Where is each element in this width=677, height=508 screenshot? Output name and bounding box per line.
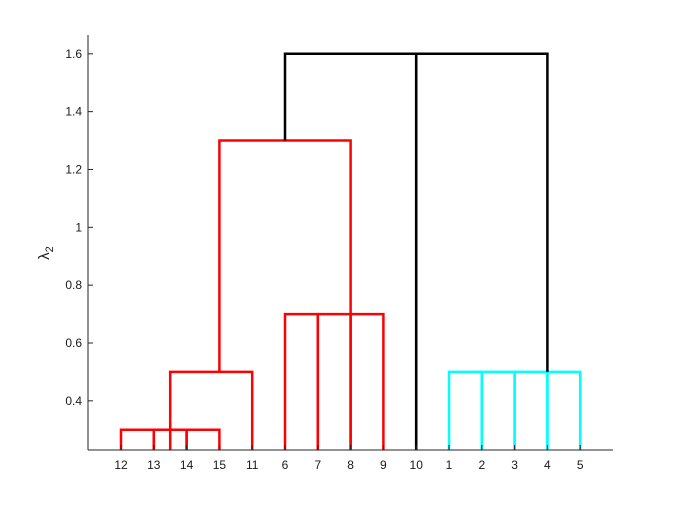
leaf-label: 14 [180, 458, 194, 472]
leaf-label: 13 [147, 458, 161, 472]
leaf-label: 2 [478, 458, 485, 472]
y-axis-label: λ2 [36, 246, 56, 260]
leaf-label: 4 [544, 458, 551, 472]
y-tick-label: 0.6 [65, 336, 82, 350]
leaf-label: 5 [577, 458, 584, 472]
leaf-label: 3 [511, 458, 518, 472]
dendrogram-link [546, 370, 582, 450]
dendrogram-link [480, 370, 516, 450]
y-tick-label: 0.4 [65, 394, 82, 408]
dendrogram-link [414, 52, 549, 450]
leaf-label: 15 [213, 458, 227, 472]
y-axis-label-symbol: λ [36, 252, 53, 260]
dendrogram-links [119, 52, 582, 450]
leaf-label: 10 [410, 458, 424, 472]
dendrogram-link [513, 370, 549, 450]
y-tick-label: 1 [75, 220, 82, 234]
y-tick-label: 1.6 [65, 47, 82, 61]
leaf-label: 9 [380, 458, 387, 472]
leaf-label: 6 [282, 458, 289, 472]
leaf-label: 8 [347, 458, 354, 472]
dendrogram-link [168, 370, 254, 450]
y-axis-label-subscript: 2 [44, 246, 56, 252]
dendrogram-link [349, 312, 385, 450]
dendrogram-link [283, 312, 320, 450]
dendrogram-link [447, 370, 484, 450]
leaf-label: 11 [246, 458, 259, 472]
leaf-label: 1 [446, 458, 453, 472]
y-tick-label: 0.8 [65, 278, 82, 292]
y-tick-label: 1.4 [65, 105, 82, 119]
y-ticks: 0.4 0.6 0.8 1 1.2 1.4 1.6 [65, 47, 93, 408]
y-tick-label: 1.2 [65, 162, 82, 176]
leaf-label: 7 [314, 458, 321, 472]
leaf-label: 12 [114, 458, 128, 472]
dendrogram-link [316, 312, 352, 450]
dendrogram-link [185, 428, 221, 450]
x-ticks: 12 13 14 15 11 6 7 8 9 10 1 2 3 4 5 [114, 445, 584, 472]
dendrogram-link [119, 428, 156, 450]
